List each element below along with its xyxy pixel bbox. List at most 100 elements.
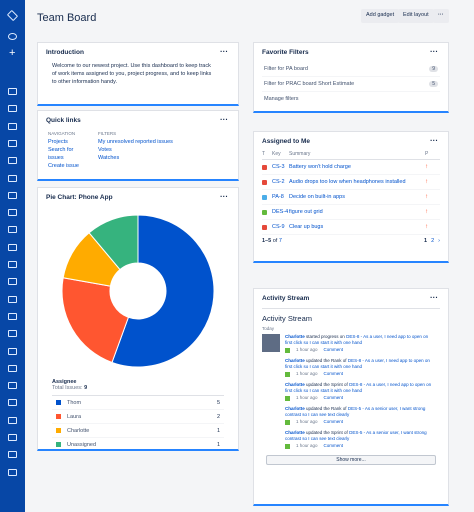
issue-summary: - As a user, I need app to open on first… <box>285 334 429 345</box>
nav-icon[interactable] <box>8 191 17 199</box>
link[interactable]: Projects <box>48 139 68 145</box>
link[interactable]: Watches <box>98 155 120 161</box>
pie-slice[interactable] <box>111 214 215 368</box>
issue-link[interactable]: DES-8 <box>347 358 362 363</box>
entry-body: Charlotte updated the Sprint of DES-8 - … <box>285 382 433 401</box>
logo[interactable] <box>6 9 19 22</box>
user[interactable]: Charlotte <box>285 382 305 387</box>
link[interactable]: Search for issues <box>48 147 74 161</box>
button[interactable]: Add gadget <box>361 9 400 23</box>
issue-row[interactable]: CS-9 Clear up bugs ↑ <box>262 220 440 235</box>
action: updated the Sprint of <box>306 430 348 435</box>
gadget-title: Quick links <box>46 117 81 124</box>
action: updated the Rank of <box>306 406 347 411</box>
of: of <box>272 238 278 244</box>
user[interactable]: Charlotte <box>285 406 305 411</box>
issue-link[interactable]: DES-5 <box>347 406 362 411</box>
filter-row[interactable]: Filter for PA board 9 <box>262 62 440 77</box>
quick-links-gadget: Quick links ··· NAVIGATION Projects Search … <box>37 110 239 181</box>
gadget-title: Assigned to Me <box>262 138 311 145</box>
legend-row: Charlotte 1 <box>52 424 224 438</box>
nav-icon[interactable] <box>8 312 17 320</box>
nav-icon[interactable] <box>8 330 17 338</box>
user[interactable]: Charlotte <box>285 430 305 435</box>
introduction-gadget: Introduction ··· Welcome to our newest pr… <box>37 42 239 106</box>
comment-link[interactable]: Comment <box>323 347 344 352</box>
day: Today <box>262 326 275 331</box>
issue-summary: figure out grid <box>289 209 323 215</box>
legend-label: Laura <box>67 413 82 420</box>
issue-link[interactable]: DES-8 <box>346 334 360 339</box>
link[interactable]: Votes <box>98 147 112 153</box>
pie-gadget: Pie Chart: Phone App ··· Assignee Total I… <box>37 187 239 452</box>
issue-type-icon <box>262 164 267 170</box>
issue-row[interactable]: CS-3 Battery won't hold charge ↑ <box>262 160 440 175</box>
nav-icon[interactable] <box>8 451 17 459</box>
nav-icon[interactable] <box>8 174 17 182</box>
button[interactable]: Edit layout <box>398 9 434 23</box>
nav-icon[interactable] <box>8 278 17 286</box>
issue-summary: Clear up bugs <box>289 224 324 230</box>
filter-row[interactable]: Filter for PRAC board Short Estimate 5 <box>262 77 440 92</box>
page-link[interactable]: 1 <box>424 238 428 244</box>
comment-link[interactable]: Comment <box>323 443 344 448</box>
next-page[interactable]: › <box>438 238 440 244</box>
comment-link[interactable]: Comment <box>323 371 344 376</box>
issue-row[interactable]: PA-8 Decide on built-in apps ↑ <box>262 190 440 205</box>
issue-key: CS-2 <box>272 179 285 185</box>
comment-link[interactable]: Comment <box>323 395 344 400</box>
nav-icon[interactable] <box>8 105 17 113</box>
nav-icon[interactable] <box>8 226 17 234</box>
issue-row[interactable]: DES-4 figure out grid ↑ <box>262 205 440 220</box>
nav-icon[interactable] <box>8 347 17 355</box>
user[interactable]: Charlotte <box>285 334 305 339</box>
issue-link[interactable]: DES-8 <box>349 382 363 387</box>
activity-entry: Charlotte updated the Rank of DES-8 - As… <box>262 358 440 377</box>
column-header: Summary <box>289 151 311 157</box>
nav-icon[interactable] <box>8 434 17 441</box>
nav-icon[interactable] <box>8 209 17 217</box>
show-more[interactable]: Show more... <box>266 455 436 465</box>
priority-icon: ↑ <box>425 164 428 170</box>
legend-value: 5 <box>216 399 220 406</box>
user[interactable]: Charlotte <box>285 358 305 363</box>
nav-icon[interactable] <box>8 88 17 95</box>
page-link[interactable]: 2 <box>431 238 435 244</box>
nav-icon[interactable] <box>8 139 17 147</box>
link[interactable]: My unresolved reported issues <box>98 139 173 145</box>
entry-meta: 1 hour ago Comment <box>285 347 433 353</box>
pie-slice[interactable] <box>88 214 139 271</box>
priority-icon: ↑ <box>425 209 428 215</box>
more-button[interactable]: ··· <box>433 9 449 23</box>
nav-icon[interactable] <box>8 157 17 165</box>
nav-icon[interactable] <box>8 364 17 372</box>
link-heading: NAVIGATION <box>48 131 76 136</box>
nav-icon[interactable] <box>8 295 17 303</box>
issue-row[interactable]: CS-2 Audio drops too low when headphones … <box>262 175 440 190</box>
issue-link[interactable]: DES-5 <box>349 430 363 435</box>
legend-row: Laura 2 <box>52 410 224 424</box>
nav-icon[interactable] <box>8 468 17 476</box>
nav-icon[interactable] <box>8 122 17 130</box>
create-icon[interactable]: + <box>9 47 16 59</box>
avatar <box>262 334 280 352</box>
entry-body: Charlotte started progress on DES-8 - As… <box>285 334 433 353</box>
link[interactable]: Create issue <box>48 163 79 169</box>
issue-summary: - As a senior user, I want strong contra… <box>285 406 426 417</box>
nav-icon[interactable] <box>8 416 17 424</box>
nav-icon[interactable] <box>8 261 17 268</box>
filter-count: 5 <box>429 81 438 87</box>
nav-icon[interactable] <box>8 382 17 390</box>
pie-slice[interactable] <box>61 277 130 364</box>
entry-meta: 1 hour ago Comment <box>285 419 433 425</box>
nav-icon[interactable] <box>8 399 17 407</box>
manage-filters[interactable]: Manage filters <box>264 96 299 102</box>
nav-icon[interactable] <box>8 243 17 251</box>
search-icon[interactable] <box>8 33 17 40</box>
issue-key: CS-3 <box>272 164 285 170</box>
comment-link[interactable]: Comment <box>323 419 344 424</box>
meta-icon <box>285 371 290 377</box>
meta-icon <box>285 395 290 401</box>
time: 1 hour ago <box>296 347 318 352</box>
action: started progress on <box>306 334 345 339</box>
